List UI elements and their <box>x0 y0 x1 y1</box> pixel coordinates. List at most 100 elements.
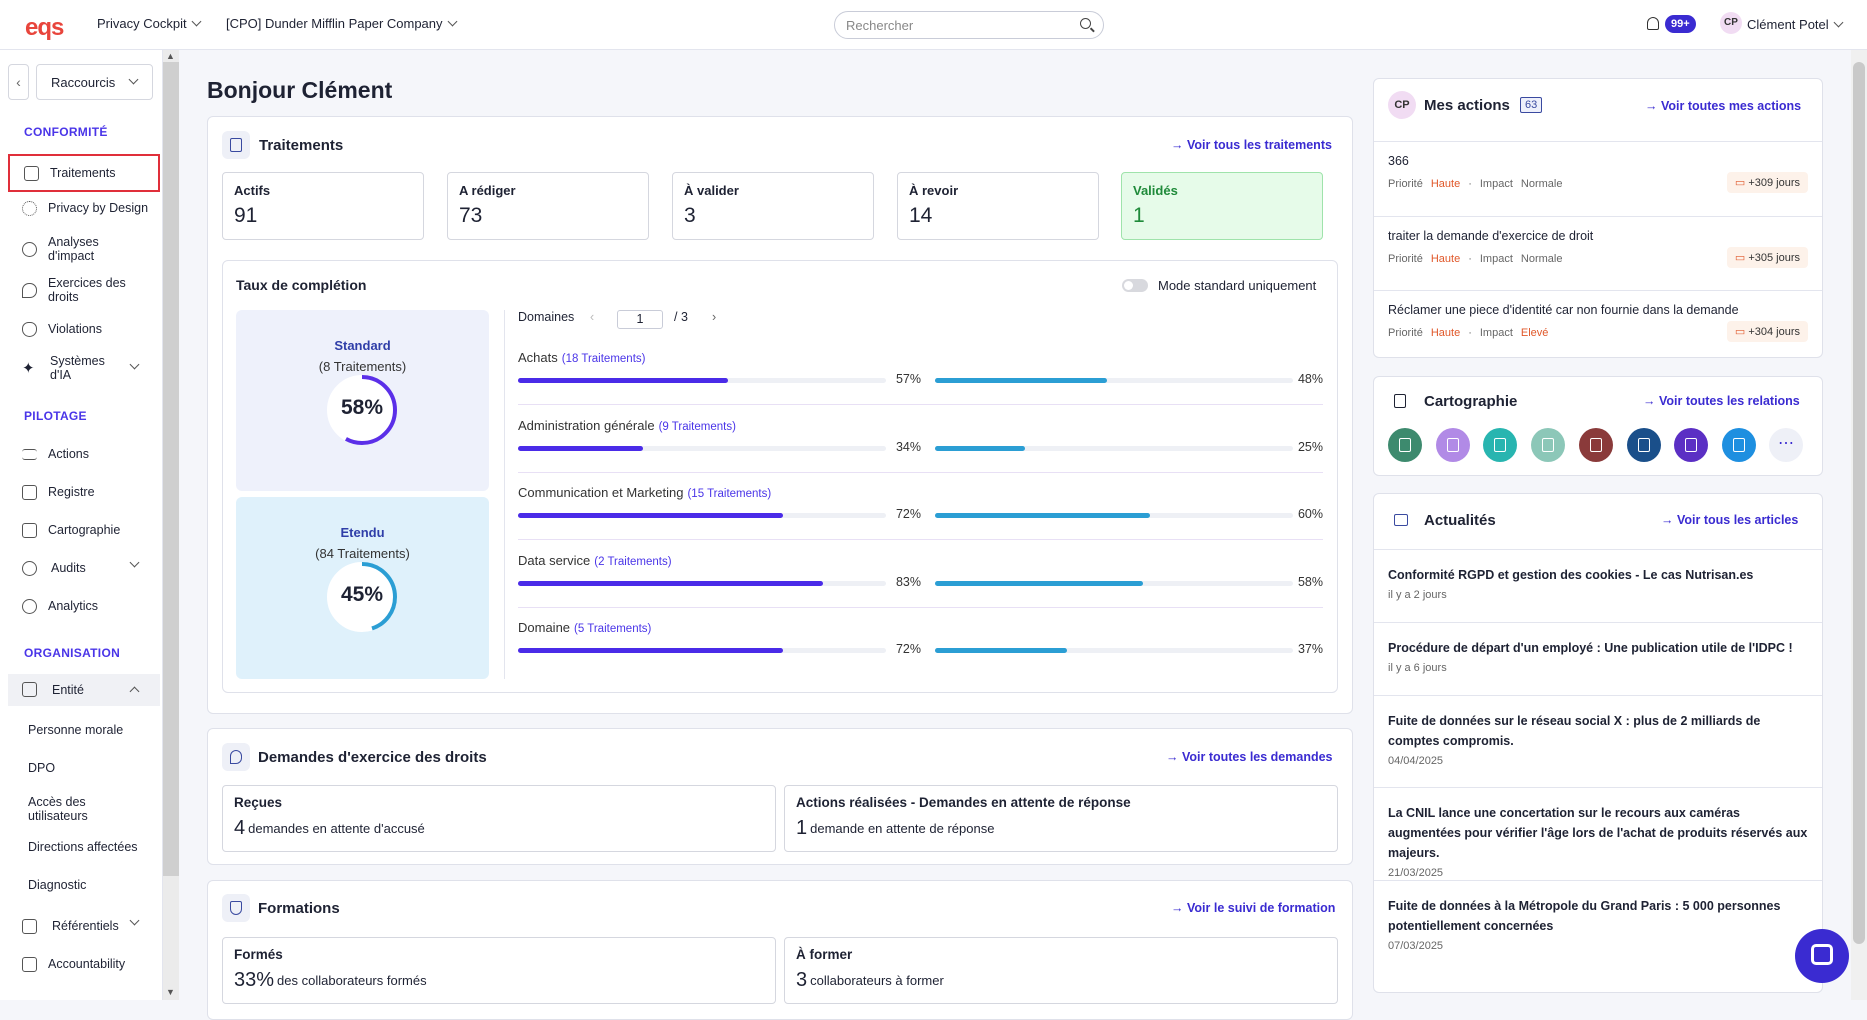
sidebar-item-accountability[interactable]: Accountability <box>8 956 160 972</box>
sidebar-item-exercices[interactable]: Exercices des droits <box>8 276 160 304</box>
sidebar-subitem-dpo[interactable]: DPO <box>28 761 56 775</box>
scroll-down-arrow-icon[interactable]: ▼ <box>166 987 175 997</box>
stat-card[interactable]: A rédiger 73 <box>447 172 649 240</box>
sidebar-item-privacy-by-design[interactable]: Privacy by Design <box>8 200 160 216</box>
actions-realisees-box[interactable]: Actions réalisées - Demandes en attente … <box>784 785 1338 852</box>
stat-card[interactable]: Actifs 91 <box>222 172 424 240</box>
a-former-box[interactable]: À former 3 collaborateurs à former <box>784 937 1338 1004</box>
domain-divider <box>518 606 1323 608</box>
action-item[interactable]: 366 Priorité Haute · Impact Normale +309 jours <box>1374 141 1822 215</box>
standard-mode-toggle[interactable] <box>1122 279 1148 292</box>
impact-value: Normale <box>1520 178 1563 190</box>
action-title: Réclamer une piece d'identité car non fo… <box>1388 303 1739 317</box>
sidebar-item-label: Systèmes d'IA <box>50 354 105 382</box>
next-page-icon[interactable]: › <box>712 310 717 324</box>
sidebar-item-traitements[interactable]: Traitements <box>8 154 160 192</box>
sidebar-subitem-acces-utilisateurs[interactable]: Accès des utilisateurs <box>28 795 88 823</box>
report-icon[interactable] <box>1578 428 1613 462</box>
window-icon[interactable] <box>1721 428 1756 462</box>
search-icon[interactable] <box>1080 18 1091 29</box>
notifications-badge[interactable]: 99+ <box>1665 15 1696 33</box>
user-menu[interactable]: Clément Potel <box>1747 17 1844 32</box>
chevron-down-icon <box>191 16 202 27</box>
sidebar-item-violations[interactable]: Violations <box>8 321 160 337</box>
sidebar-subitem-personne-morale[interactable]: Personne morale <box>28 723 124 737</box>
stat-card[interactable]: À revoir 14 <box>897 172 1099 240</box>
domain-count: (5 Traitements) <box>574 623 652 635</box>
prev-page-icon[interactable]: ‹ <box>590 310 595 324</box>
domain-count: (9 Traitements) <box>658 420 736 433</box>
news-item[interactable]: Fuite de données à la Métropole du Grand… <box>1374 880 1822 993</box>
page-scrollbar-thumb[interactable] <box>1853 62 1865 944</box>
sidebar-item-audits[interactable]: Audits <box>8 557 160 576</box>
search-input[interactable]: Rechercher <box>834 11 1104 39</box>
help-chat-button[interactable] <box>1795 929 1849 983</box>
news-item[interactable]: Procédure de départ d'un employé : Une p… <box>1374 622 1822 695</box>
news-item[interactable]: Conformité RGPD et gestion des cookies -… <box>1374 549 1822 622</box>
check-circle-icon <box>22 560 37 576</box>
formes-box[interactable]: Formés 33% des collaborateurs formés <box>222 937 776 1004</box>
view-all-demandes-link[interactable]: Voir toutes les demandes <box>1166 750 1333 764</box>
view-training-link[interactable]: Voir le suivi de formation <box>1171 901 1335 915</box>
action-meta: Priorité Haute · Impact Normale <box>1388 178 1562 190</box>
sidebar-item-analyses[interactable]: Analyses d'impact <box>8 235 160 263</box>
sidebar-item-referentiels[interactable]: Référentiels <box>8 915 160 934</box>
sidebar-item-analytics[interactable]: Analytics <box>8 598 160 614</box>
standard-progress-fill <box>518 513 783 518</box>
section-conformite: CONFORMITÉ <box>24 125 108 139</box>
recues-box[interactable]: Reçues 4 demandes en attente d'accusé <box>222 785 776 852</box>
more-icon[interactable]: ⋯ <box>1769 428 1803 462</box>
recues-label: Reçues <box>234 795 283 810</box>
page-input[interactable]: 1 <box>617 310 663 329</box>
actualites-title: Actualités <box>1424 512 1496 529</box>
building-icon[interactable] <box>1674 428 1709 462</box>
database-glyph <box>1542 438 1555 452</box>
sidebar-item-actions[interactable]: Actions <box>8 447 160 461</box>
view-all-traitements-link[interactable]: Voir tous les traitements <box>1171 138 1332 152</box>
impact-label: Impact <box>1479 178 1513 190</box>
sidebar-subitem-diagnostic[interactable]: Diagnostic <box>28 878 87 892</box>
shortcuts-dropdown[interactable]: Raccourcis <box>36 64 153 100</box>
company-selector[interactable]: [CPO] Dunder Mifflin Paper Company <box>226 16 457 31</box>
stat-card[interactable]: À valider 3 <box>672 172 874 240</box>
stat-value: 73 <box>459 204 483 227</box>
sidebar-item-entite[interactable]: Entité <box>8 674 160 706</box>
avatar[interactable]: CP <box>1720 12 1742 34</box>
action-item[interactable]: traiter la demande d'exercice de droit Pr… <box>1374 215 1822 290</box>
demandes-title: Demandes d'exercice des droits <box>258 749 487 766</box>
news-item[interactable]: Fuite de données sur le réseau social X … <box>1374 695 1822 787</box>
eqs-logo[interactable]: eqs <box>25 14 64 41</box>
sidebar-item-systemes-ia[interactable]: ✦ Systèmes d'IA <box>8 354 160 382</box>
standard-ring: 58% <box>325 373 399 447</box>
list-icon[interactable] <box>1388 428 1422 462</box>
view-all-relations-link[interactable]: Voir toutes les relations <box>1643 394 1800 408</box>
view-all-actions-link[interactable]: Voir toutes mes actions <box>1645 99 1801 113</box>
sidebar-scrollbar-thumb[interactable] <box>163 62 179 876</box>
sidebar-item-registre[interactable]: Registre <box>8 484 160 500</box>
formations-title: Formations <box>258 900 340 917</box>
sidebar-subitem-directions[interactable]: Directions affectées <box>28 840 138 854</box>
scroll-up-arrow-icon[interactable]: ▲ <box>166 51 175 61</box>
news-title: Fuite de données sur le réseau social X … <box>1388 714 1761 748</box>
people-icon[interactable] <box>1626 428 1661 462</box>
collapse-sidebar-button[interactable]: ‹ <box>8 64 29 100</box>
shield-check-icon[interactable] <box>1435 428 1470 462</box>
document-icon[interactable] <box>1483 428 1518 462</box>
action-item[interactable]: Réclamer une piece d'identité car non fo… <box>1374 290 1822 364</box>
extended-progress-bar <box>935 513 1293 518</box>
pie-chart-icon <box>22 598 37 614</box>
stat-card[interactable]: Validés 1 <box>1121 172 1323 240</box>
domain-name: Communication et Marketing (15 Traitement… <box>518 485 771 500</box>
database-icon[interactable] <box>1531 428 1566 462</box>
due-date-badge: +304 jours <box>1726 321 1808 342</box>
actions-realisees-number: 1 <box>796 817 808 839</box>
bell-icon[interactable] <box>1647 17 1659 30</box>
sidebar-item-cartographie[interactable]: Cartographie <box>8 522 160 538</box>
news-item[interactable]: La CNIL lance une concertation sur le re… <box>1374 787 1822 880</box>
news-date: il y a 6 jours <box>1388 662 1447 674</box>
app-selector[interactable]: Privacy Cockpit <box>97 16 202 31</box>
extended-percent: 37% <box>1297 642 1323 656</box>
sparkle-icon: ✦ <box>22 360 35 377</box>
priority-label: Priorité <box>1388 252 1423 265</box>
view-all-articles-link[interactable]: Voir tous les articles <box>1661 513 1798 527</box>
